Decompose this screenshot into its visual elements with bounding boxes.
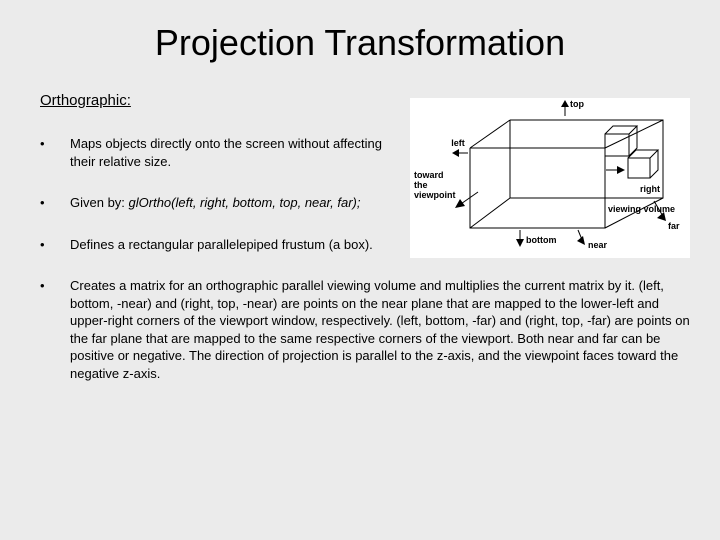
bullet-mark: •: [40, 277, 70, 295]
label-bottom: bottom: [526, 235, 557, 245]
list-item: • Creates a matrix for an orthographic p…: [40, 277, 690, 382]
page-title: Projection Transformation: [0, 0, 720, 92]
bullet-text: Creates a matrix for an orthographic par…: [70, 277, 690, 382]
label-right: right: [640, 184, 660, 194]
label-far: far: [668, 221, 680, 231]
label-volume: viewing volume: [608, 204, 675, 214]
label-near: near: [588, 240, 608, 250]
label-toward-3: viewpoint: [414, 190, 456, 200]
label-toward-2: the: [414, 180, 428, 190]
bullet-text: Maps objects directly onto the screen wi…: [70, 135, 390, 170]
label-toward-1: toward: [414, 170, 444, 180]
bullet-mark: •: [40, 236, 70, 254]
bullet-mark: •: [40, 194, 70, 212]
bullet-mark: •: [40, 135, 70, 153]
label-top: top: [570, 99, 584, 109]
ortho-diagram: top left right bottom near far toward th…: [410, 98, 690, 258]
label-left: left: [451, 138, 465, 148]
